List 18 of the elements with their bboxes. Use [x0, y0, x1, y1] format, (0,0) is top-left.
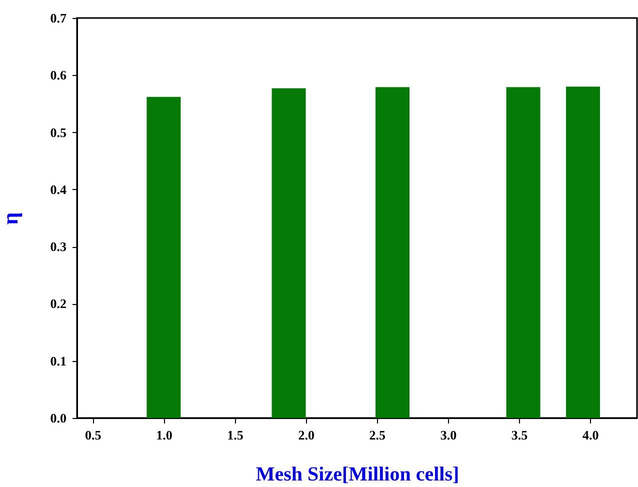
y-tick-label: 0.7	[50, 10, 67, 26]
x-axis-title: Mesh Size[Million cells]	[256, 464, 460, 486]
y-tick-label: 0.6	[50, 68, 67, 83]
x-tick-label: 1.0	[156, 428, 172, 442]
x-tick-label: 1.5	[227, 428, 244, 442]
y-tick-label: 0.3	[50, 239, 67, 254]
y-tick-label: 0.2	[50, 296, 66, 312]
y-tick-label: 0.4	[50, 182, 67, 197]
x-tick-label: 0.5	[85, 428, 102, 442]
y-tick-label: 0.1	[50, 353, 66, 368]
x-tick-label: 3.5	[511, 428, 528, 442]
x-tick-label: 2.5	[369, 428, 386, 442]
y-axis-title: η	[0, 212, 22, 225]
y-tick-label: 0.5	[50, 124, 67, 140]
x-tick-label: 2.0	[298, 428, 314, 442]
x-tick-label: 3.0	[440, 428, 457, 442]
y-tick-label: 0.0	[50, 410, 66, 426]
x-tick-label: 4.0	[582, 428, 599, 442]
